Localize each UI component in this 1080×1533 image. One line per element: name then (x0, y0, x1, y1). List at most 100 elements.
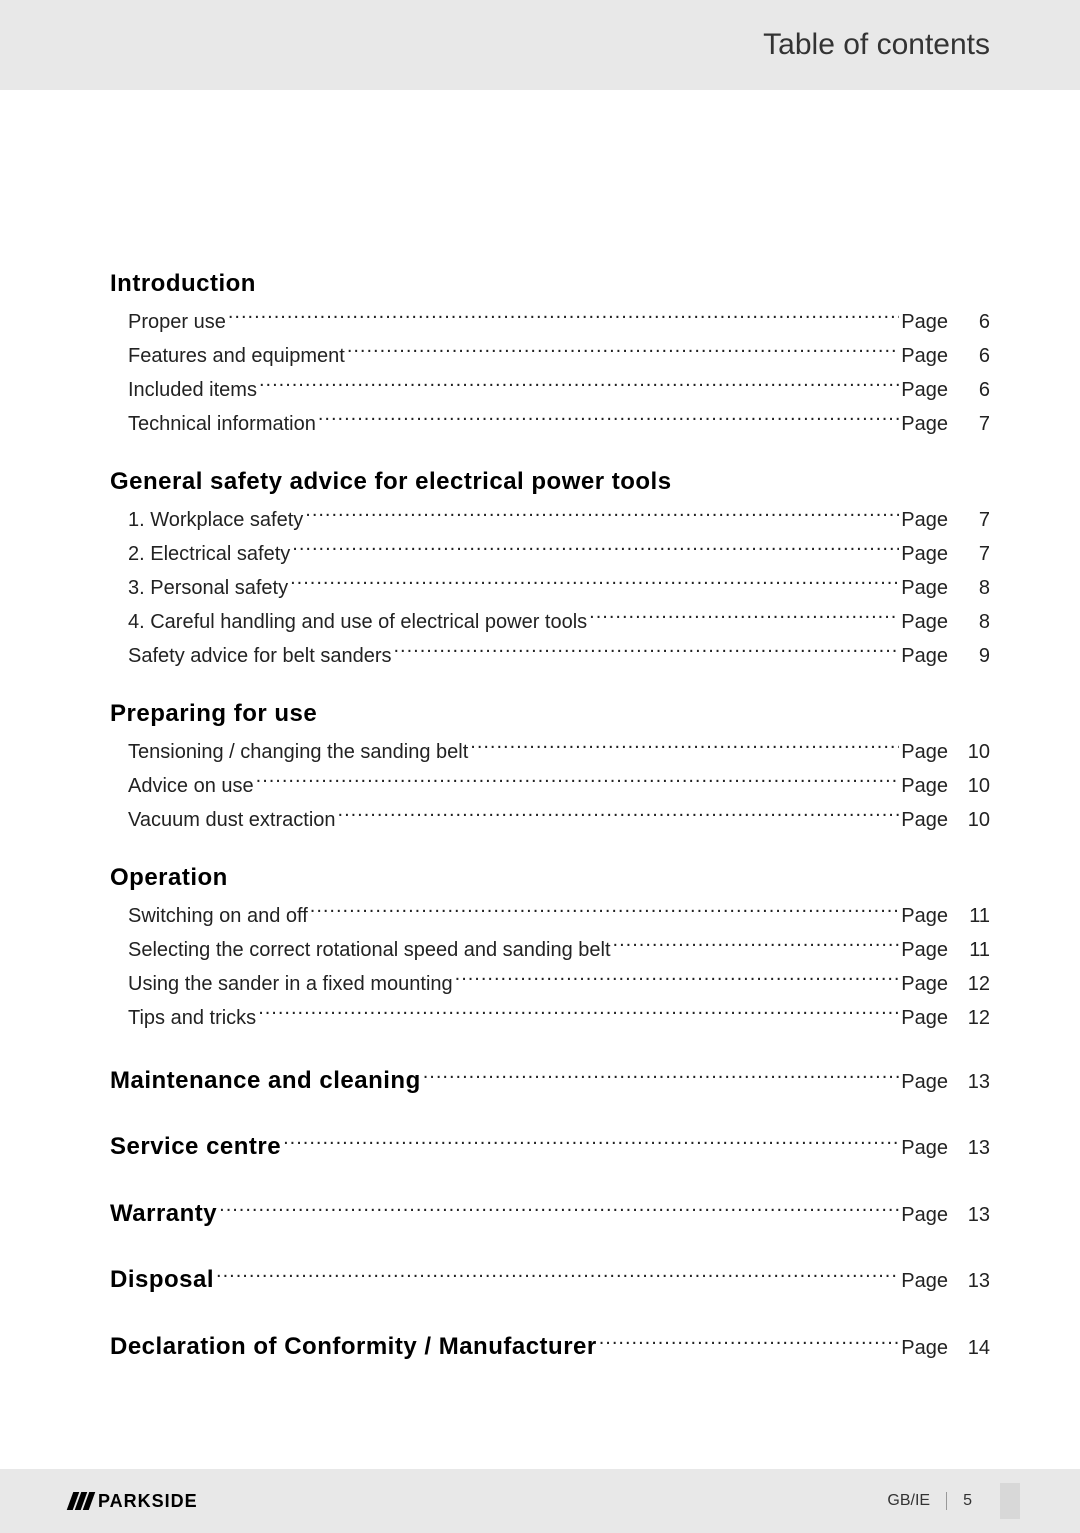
brand-stripes-icon (70, 1492, 92, 1510)
page-number: 13 (956, 1132, 990, 1164)
toc-section: OperationSwitching on and offPage11Selec… (110, 864, 990, 1034)
dot-leader (455, 966, 900, 990)
page-number: 8 (956, 572, 990, 604)
entry-label: Selecting the correct rotational speed a… (110, 934, 611, 966)
toc-section-flat: DisposalPage13 (110, 1261, 990, 1299)
page-number: 13 (956, 1066, 990, 1098)
page-label: Page (901, 1132, 948, 1164)
brand-name: PARKSIDE (98, 1491, 198, 1512)
page-number: 13 (956, 1199, 990, 1231)
page-number: 7 (956, 504, 990, 536)
page-number: 13 (956, 1265, 990, 1297)
toc-section-flat: Maintenance and cleaning Page13 (110, 1062, 990, 1100)
dot-leader (470, 734, 899, 758)
page-label: Page (901, 934, 948, 966)
page-label: Page (901, 1332, 948, 1364)
dot-leader (393, 638, 899, 662)
entry-label: Proper use (110, 306, 226, 338)
page-number: 7 (956, 538, 990, 570)
page-label: Page (901, 374, 948, 406)
page-label: Page (901, 968, 948, 1000)
toc-entry: Technical information Page7 (110, 406, 990, 440)
dot-leader (228, 304, 899, 328)
page-number: 10 (956, 804, 990, 836)
toc-content: IntroductionProper usePage6Features and … (0, 90, 1080, 1366)
page-label: Page (901, 606, 948, 638)
toc-section: General safety advice for electrical pow… (110, 468, 990, 672)
page-number: 14 (956, 1332, 990, 1364)
page-label: Page (901, 1002, 948, 1034)
entry-label: Technical information (110, 408, 316, 440)
entry-label: Features and equipment (110, 340, 345, 372)
section-title: Declaration of Conformity / Manufacturer (110, 1328, 597, 1366)
toc-entry: Tensioning / changing the sanding beltPa… (110, 734, 990, 768)
toc-entry: 2. Electrical safetyPage7 (110, 536, 990, 570)
section-title: Preparing for use (110, 700, 990, 728)
footer-region: GB/IE (887, 1492, 930, 1510)
toc-entry: 4. Careful handling and use of electrica… (110, 604, 990, 638)
page-label: Page (901, 408, 948, 440)
page-label: Page (901, 1066, 948, 1098)
toc-section-flat: Warranty Page13 (110, 1195, 990, 1233)
entry-label: 1. Workplace safety (110, 504, 303, 536)
toc-entry: Tips and tricksPage12 (110, 1000, 990, 1034)
page-label: Page (901, 340, 948, 372)
toc-entry: Safety advice for belt sanders Page9 (110, 638, 990, 672)
toc-entry: Proper use Page6 (110, 304, 990, 338)
page-label: Page (901, 306, 948, 338)
footer-right: GB/IE 5 (887, 1483, 1020, 1519)
entry-label: Using the sander in a fixed mounting (110, 968, 453, 1000)
dot-leader (283, 1130, 899, 1154)
toc-entry: Advice on usePage10 (110, 768, 990, 802)
dot-leader (423, 1064, 900, 1088)
entry-label: Safety advice for belt sanders (110, 640, 391, 672)
entry-label: 2. Electrical safety (110, 538, 290, 570)
page-number: 9 (956, 640, 990, 672)
entry-label: Vacuum dust extraction (110, 804, 336, 836)
page-number: 11 (956, 900, 990, 932)
page-label: Page (901, 1199, 948, 1231)
page-number: 6 (956, 340, 990, 372)
dot-leader (318, 406, 899, 430)
toc-entry: Using the sander in a fixed mounting Page… (110, 966, 990, 1000)
entry-label: Switching on and off (110, 900, 308, 932)
toc-section: IntroductionProper usePage6Features and … (110, 270, 990, 440)
page-number: 6 (956, 306, 990, 338)
toc-section-flat: Service centrePage13 (110, 1128, 990, 1166)
page-label: Page (901, 572, 948, 604)
page-number: 10 (956, 770, 990, 802)
header-title: Table of contents (763, 28, 990, 62)
dot-leader (310, 898, 900, 922)
dot-leader (290, 570, 899, 594)
brand-logo: PARKSIDE (70, 1491, 198, 1512)
toc-entry: 1. Workplace safety Page7 (110, 502, 990, 536)
section-title: Maintenance and cleaning (110, 1062, 421, 1100)
page: Table of contents Introduction Proper use… (0, 0, 1080, 1533)
entry-label: 4. Careful handling and use of electrica… (110, 606, 587, 638)
section-title: General safety advice for electrical pow… (110, 468, 990, 496)
section-title: Warranty (110, 1195, 217, 1233)
dot-leader (347, 338, 899, 362)
page-number: 6 (956, 374, 990, 406)
toc-entry: Included itemsPage6 (110, 372, 990, 406)
toc-entry: 3. Personal safetyPage8 (110, 570, 990, 604)
page-number: 7 (956, 408, 990, 440)
header-band: Table of contents (0, 0, 1080, 90)
page-label: Page (901, 640, 948, 672)
footer-band: PARKSIDE GB/IE 5 (0, 1469, 1080, 1533)
section-title: Disposal (110, 1261, 214, 1299)
toc-entry: Features and equipment Page6 (110, 338, 990, 372)
dot-leader (589, 604, 899, 628)
section-title: Operation (110, 864, 990, 892)
dot-leader (292, 536, 899, 560)
footer-tab-icon (1000, 1483, 1020, 1519)
dot-leader (599, 1330, 900, 1354)
section-title: Introduction (110, 270, 990, 298)
footer-page-number: 5 (963, 1492, 972, 1510)
dot-leader (258, 1000, 899, 1024)
toc-section: Preparing for use Tensioning / changing t… (110, 700, 990, 836)
entry-label: Tips and tricks (110, 1002, 256, 1034)
page-label: Page (901, 504, 948, 536)
page-label: Page (901, 736, 948, 768)
toc-entry: Switching on and offPage11 (110, 898, 990, 932)
